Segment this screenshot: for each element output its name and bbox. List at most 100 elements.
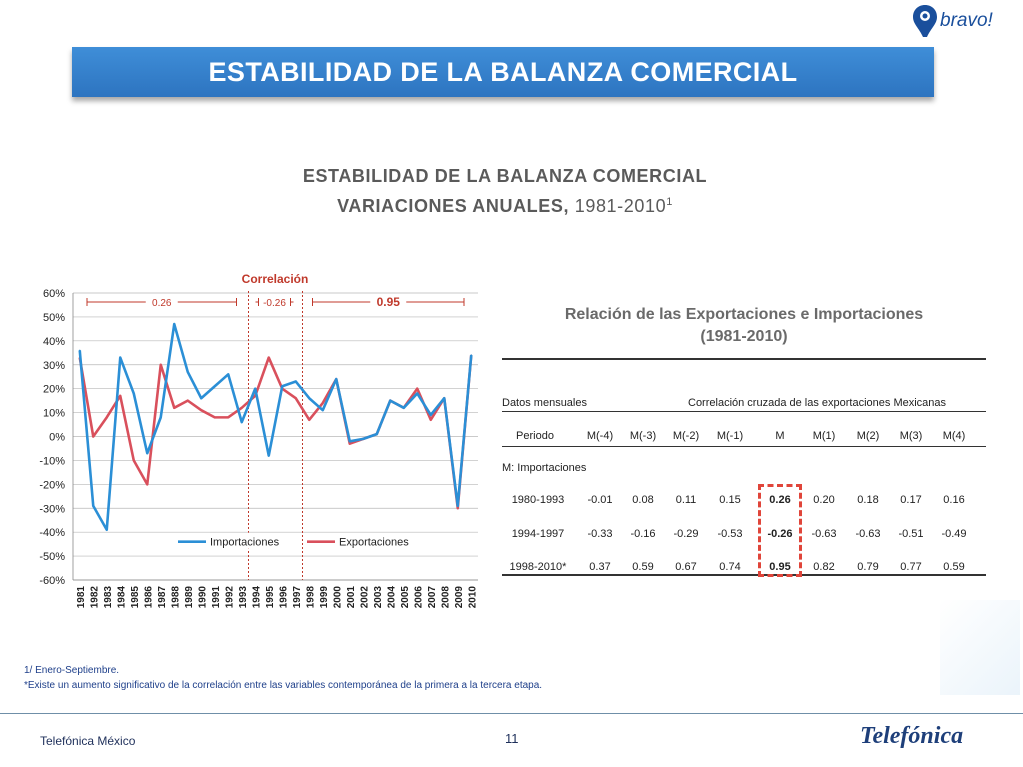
data-point (362, 438, 365, 440)
footer-divider (0, 713, 1023, 714)
data-point (200, 397, 203, 400)
y-tick-label: 60% (43, 288, 65, 300)
data-point (294, 397, 297, 400)
legend-bg (303, 532, 443, 549)
series-line-importaciones (78, 322, 473, 532)
bravo-logo-text: bravo! (940, 10, 993, 31)
table-cell: 0.74 (719, 561, 741, 573)
chart-subheading-bold: VARIACIONES ANUALES, (337, 196, 570, 216)
table-header-rule (502, 411, 986, 412)
x-tick-label: 1997 (292, 586, 303, 609)
chart-subheading-footnote-mark: 1 (666, 196, 673, 208)
table-cell: -0.63 (811, 528, 837, 540)
table-cell: -0.26 (767, 528, 793, 540)
data-point (159, 416, 162, 419)
footnote-1: 1/ Enero-Septiembre. (24, 665, 120, 676)
data-point (227, 416, 230, 419)
table-cell: 0.79 (857, 561, 879, 573)
y-tick-label: -40% (39, 527, 65, 539)
data-point (132, 459, 135, 462)
x-tick-label: 2003 (373, 586, 384, 609)
table-cell: 0.08 (632, 494, 654, 506)
period-correlation-label: 0.95 (377, 295, 401, 309)
column-header: M(1) (812, 430, 836, 442)
data-point (186, 399, 189, 402)
x-tick-label: 1996 (278, 586, 289, 609)
table-cell: 0.59 (632, 561, 654, 573)
table-cell: 0.95 (769, 561, 791, 573)
data-point (200, 409, 203, 411)
table-cell: 0.16 (943, 494, 965, 506)
column-header: Periodo (516, 430, 554, 442)
footer-company: Telefónica México (40, 734, 136, 748)
table-top-rule (502, 358, 986, 360)
x-tick-label: 2006 (413, 586, 424, 609)
column-header: M(2) (856, 430, 880, 442)
x-tick-label: 1983 (103, 586, 114, 609)
table-cell: -0.63 (855, 528, 881, 540)
table-cell: -0.51 (898, 528, 924, 540)
data-point (348, 442, 351, 445)
data-point (92, 505, 95, 507)
page-title: ESTABILIDAD DE LA BALANZA COMERCIAL (208, 57, 798, 87)
data-point (92, 435, 95, 438)
table-cell: 0.77 (900, 561, 922, 573)
data-point (240, 421, 243, 423)
row-period: 1998-2010* (509, 561, 567, 573)
balance-chart: Correlación 60% 50% 40% 30% 20% 10% 0% -10% -20% -… (39, 272, 478, 609)
legend-bg (174, 532, 300, 549)
y-tick-label: -20% (39, 479, 65, 491)
series-line-exportaciones (78, 355, 473, 510)
chart-subheading-years: 1981-2010 (574, 196, 667, 216)
x-tick-label: 1999 (319, 586, 330, 609)
x-tick-label: 1981 (76, 586, 87, 609)
data-point (402, 407, 405, 409)
data-point (267, 356, 270, 359)
x-tick-label: 1984 (116, 586, 127, 609)
x-tick-label: 1986 (143, 586, 154, 609)
period-correlation-label: -0.26 (263, 298, 286, 309)
correlation-title: Correlación (242, 272, 309, 286)
x-tick-label: 2000 (332, 586, 343, 609)
data-point (335, 378, 338, 380)
table-header-left: Datos mensuales (502, 397, 587, 409)
data-point (227, 373, 230, 376)
y-tick-label: -50% (39, 551, 65, 563)
data-point (213, 416, 216, 419)
y-tick-label: 30% (43, 360, 65, 372)
table-cell: -0.53 (717, 528, 743, 540)
x-tick-label: 1987 (157, 586, 168, 609)
x-tick-label: 1992 (224, 586, 235, 609)
column-header: M(-2) (672, 430, 700, 442)
y-tick-label: 20% (43, 384, 65, 396)
chart-heading: ESTABILIDAD DE LA BALANZA COMERCIAL (302, 166, 708, 186)
x-tick-label: 1990 (197, 586, 208, 609)
data-point (429, 418, 432, 421)
data-point (321, 402, 324, 404)
table-cell: -0.16 (630, 528, 656, 540)
data-point (456, 505, 459, 507)
bravo-logo-icon (913, 5, 937, 37)
y-tick-label: -60% (39, 575, 65, 587)
data-point (389, 399, 392, 402)
data-point (105, 528, 108, 531)
table-title: Relación de las Exportaciones e Importac… (564, 306, 924, 323)
table-cell: -0.29 (673, 528, 699, 540)
x-tick-label: 1991 (211, 586, 222, 609)
row-period: 1980-1993 (511, 494, 565, 506)
data-point (375, 433, 378, 435)
x-tick-label: 2002 (359, 586, 370, 609)
data-point (308, 397, 311, 400)
x-tick-label: 1998 (305, 586, 316, 609)
x-tick-label: 2001 (346, 586, 357, 609)
legend-label: Importaciones (210, 537, 280, 549)
data-point (267, 454, 270, 457)
table-cell: 0.59 (943, 561, 965, 573)
data-point (416, 387, 419, 390)
x-tick-label: 1988 (170, 586, 181, 609)
data-point (105, 416, 108, 419)
data-point (186, 371, 189, 373)
data-point (321, 409, 324, 411)
x-tick-label: 2004 (386, 586, 397, 609)
telefonica-logo: Telefónica (860, 723, 964, 749)
